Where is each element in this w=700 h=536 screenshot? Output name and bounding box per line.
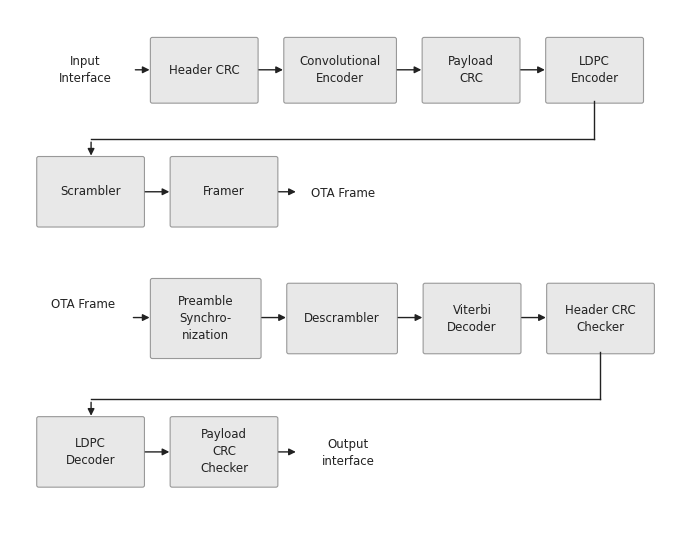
Text: OTA Frame: OTA Frame (311, 187, 375, 200)
FancyBboxPatch shape (170, 416, 278, 487)
Text: Viterbi
Decoder: Viterbi Decoder (447, 303, 497, 333)
Text: Input
Interface: Input Interface (60, 55, 112, 85)
Text: Preamble
Synchro-
nization: Preamble Synchro- nization (178, 295, 234, 342)
Text: Scrambler: Scrambler (60, 185, 121, 198)
FancyBboxPatch shape (547, 283, 654, 354)
FancyBboxPatch shape (150, 38, 258, 103)
FancyBboxPatch shape (287, 283, 398, 354)
Text: Header CRC: Header CRC (169, 64, 239, 77)
Text: Framer: Framer (203, 185, 245, 198)
FancyBboxPatch shape (284, 38, 396, 103)
FancyBboxPatch shape (36, 157, 144, 227)
Text: Header CRC
Checker: Header CRC Checker (565, 303, 636, 333)
Text: Output
interface: Output interface (321, 438, 374, 468)
FancyBboxPatch shape (36, 416, 144, 487)
FancyBboxPatch shape (423, 283, 521, 354)
FancyBboxPatch shape (170, 157, 278, 227)
FancyBboxPatch shape (546, 38, 643, 103)
Text: Payload
CRC
Checker: Payload CRC Checker (200, 428, 248, 475)
Text: Descrambler: Descrambler (304, 312, 380, 325)
Text: Payload
CRC: Payload CRC (448, 55, 494, 85)
FancyBboxPatch shape (422, 38, 520, 103)
Text: LDPC
Decoder: LDPC Decoder (66, 437, 116, 467)
Text: Convolutional
Encoder: Convolutional Encoder (300, 55, 381, 85)
Text: LDPC
Encoder: LDPC Encoder (570, 55, 619, 85)
FancyBboxPatch shape (150, 279, 261, 359)
Text: OTA Frame: OTA Frame (51, 297, 116, 311)
